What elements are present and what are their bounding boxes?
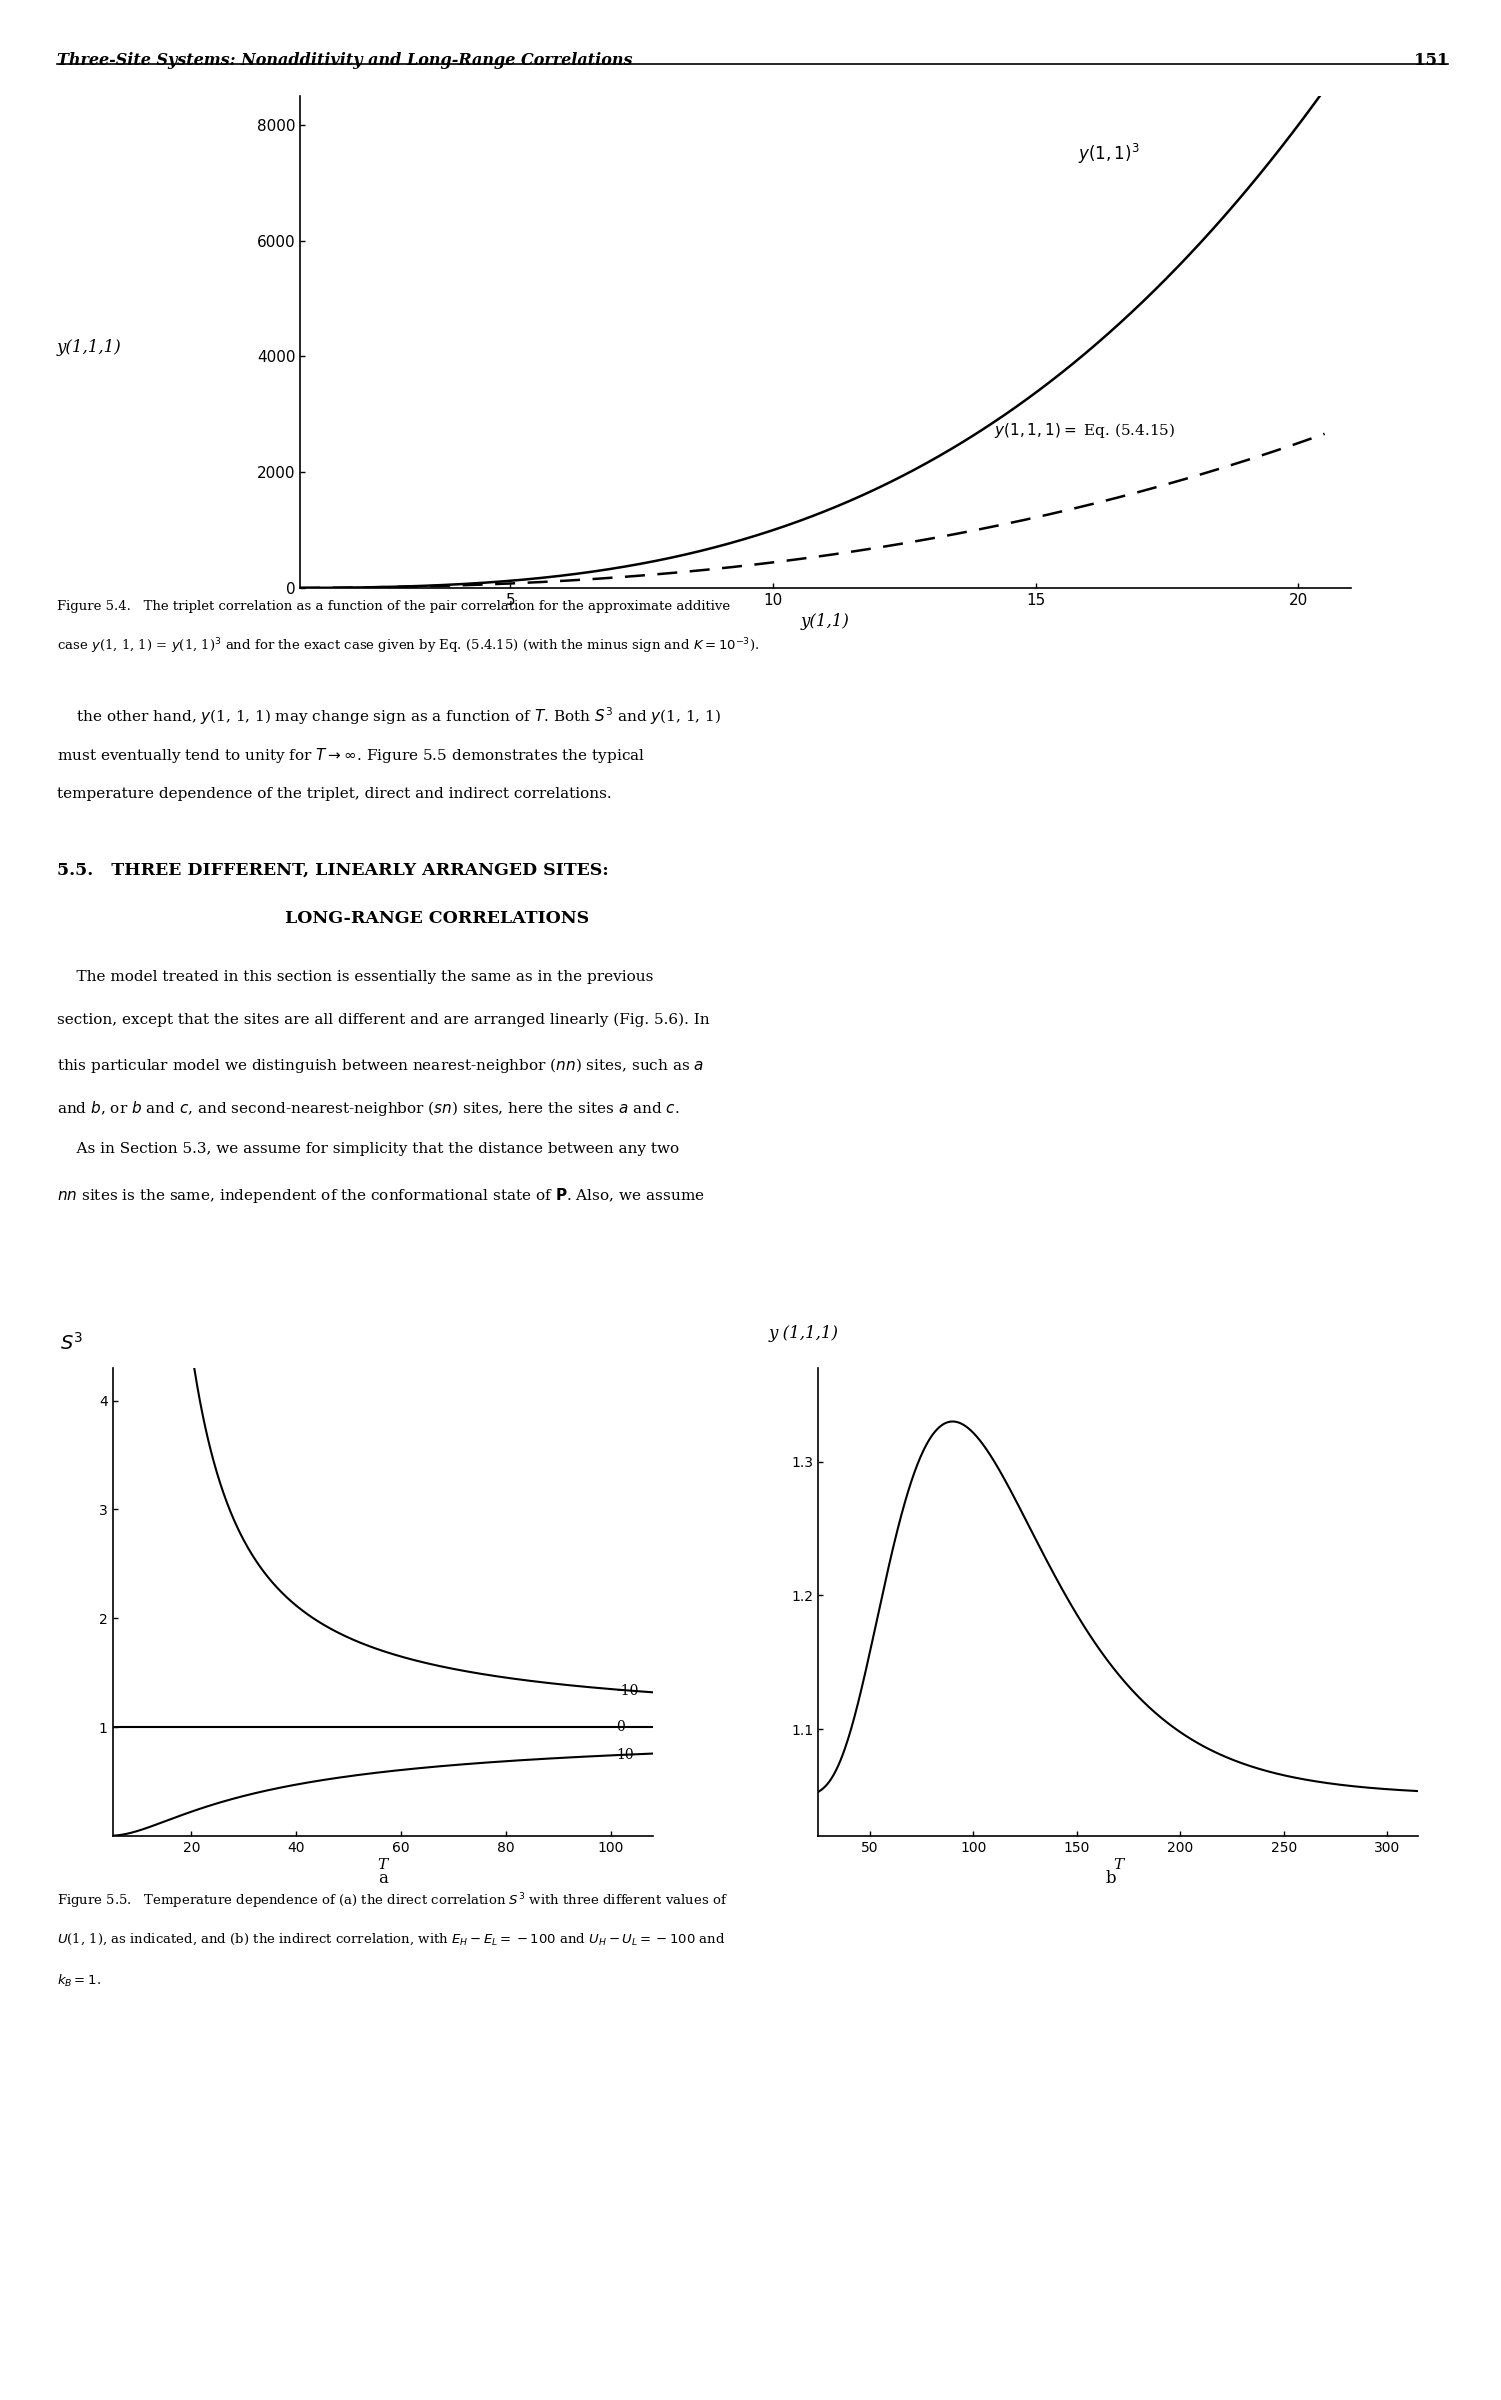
Text: Figure 5.5.   Temperature dependence of (a) the direct correlation $S^3$ with th: Figure 5.5. Temperature dependence of (a…	[57, 1891, 728, 1910]
Text: Three-Site Systems: Nonadditivity and Long-Range Correlations: Three-Site Systems: Nonadditivity and Lo…	[57, 50, 632, 70]
Text: y(1,1,1): y(1,1,1)	[57, 338, 122, 358]
Text: b: b	[1105, 1870, 1117, 1886]
Text: and $b$, or $b$ and $c$, and second-nearest-neighbor ($sn$) sites, here the site: and $b$, or $b$ and $c$, and second-near…	[57, 1099, 680, 1118]
Text: $nn$ sites is the same, independent of the conformational state of $\mathbf{P}$.: $nn$ sites is the same, independent of t…	[57, 1186, 705, 1205]
Text: $y(1,1,1) = $ Eq. (5.4.15): $y(1,1,1) = $ Eq. (5.4.15)	[994, 420, 1175, 439]
Text: LONG-RANGE CORRELATIONS: LONG-RANGE CORRELATIONS	[285, 910, 590, 926]
Text: a: a	[378, 1870, 387, 1886]
Text: case $y$(1, 1, 1) = $y$(1, 1)$^3$ and for the exact case given by Eq. (5.4.15) (: case $y$(1, 1, 1) = $y$(1, 1)$^3$ and fo…	[57, 636, 760, 655]
Text: y (1,1,1): y (1,1,1)	[769, 1325, 839, 1342]
X-axis label: T: T	[378, 1858, 387, 1872]
Text: 10: 10	[617, 1750, 633, 1762]
Text: The model treated in this section is essentially the same as in the previous: The model treated in this section is ess…	[57, 970, 653, 984]
Text: $U$(1, 1), as indicated, and (b) the indirect correlation, with $E_H - E_L = -10: $U$(1, 1), as indicated, and (b) the ind…	[57, 1932, 725, 1946]
Text: temperature dependence of the triplet, direct and indirect correlations.: temperature dependence of the triplet, d…	[57, 787, 612, 802]
Text: As in Section 5.3, we assume for simplicity that the distance between any two: As in Section 5.3, we assume for simplic…	[57, 1142, 678, 1157]
Text: 5.5.   THREE DIFFERENT, LINEARLY ARRANGED SITES:: 5.5. THREE DIFFERENT, LINEARLY ARRANGED …	[57, 862, 609, 878]
X-axis label: T: T	[1114, 1858, 1123, 1872]
Text: Figure 5.4.   The triplet correlation as a function of the pair correlation for : Figure 5.4. The triplet correlation as a…	[57, 600, 729, 612]
Text: $S^3$: $S^3$	[60, 1332, 83, 1354]
Text: $y(1,1)^3$: $y(1,1)^3$	[1078, 142, 1139, 166]
Text: 151: 151	[1414, 50, 1448, 70]
Text: -10: -10	[617, 1685, 638, 1699]
Text: $k_B = 1$.: $k_B = 1$.	[57, 1973, 101, 1990]
X-axis label: y(1,1): y(1,1)	[802, 614, 850, 631]
Text: this particular model we distinguish between nearest-neighbor ($nn$) sites, such: this particular model we distinguish bet…	[57, 1056, 704, 1075]
Text: the other hand, $y$(1, 1, 1) may change sign as a function of $T$. Both $S^3$ an: the other hand, $y$(1, 1, 1) may change …	[57, 706, 720, 727]
Text: 0: 0	[617, 1721, 624, 1735]
Text: section, except that the sites are all different and are arranged linearly (Fig.: section, except that the sites are all d…	[57, 1013, 710, 1027]
Text: must eventually tend to unity for $T \rightarrow \infty$. Figure 5.5 demonstrate: must eventually tend to unity for $T \ri…	[57, 746, 645, 766]
